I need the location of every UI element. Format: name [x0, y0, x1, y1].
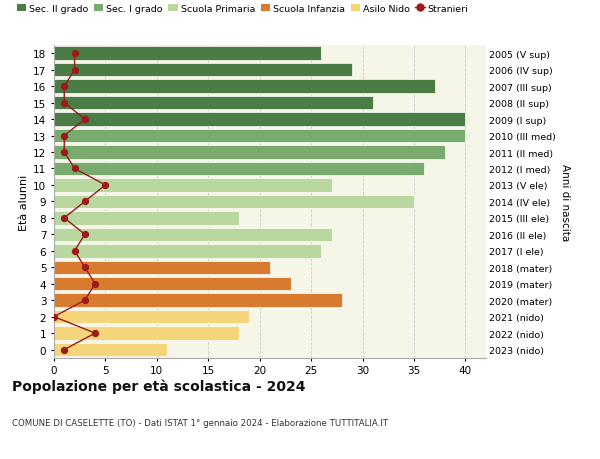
Text: Popolazione per età scolastica - 2024: Popolazione per età scolastica - 2024	[12, 379, 305, 393]
Point	[80, 116, 89, 123]
Point	[70, 50, 79, 58]
Bar	[54, 162, 424, 176]
Y-axis label: Anni di nascita: Anni di nascita	[560, 163, 569, 241]
Point	[91, 330, 100, 337]
Bar	[54, 47, 322, 61]
Point	[101, 182, 110, 189]
Point	[59, 346, 69, 353]
Bar	[54, 80, 434, 94]
Point	[59, 215, 69, 222]
Point	[80, 297, 89, 304]
Point	[80, 198, 89, 206]
Y-axis label: Età alunni: Età alunni	[19, 174, 29, 230]
Point	[59, 100, 69, 107]
Bar	[54, 146, 445, 159]
Point	[59, 133, 69, 140]
Point	[70, 247, 79, 255]
Point	[59, 83, 69, 90]
Bar	[54, 310, 250, 324]
Bar	[54, 327, 239, 340]
Bar	[54, 212, 239, 225]
Bar	[54, 343, 167, 357]
Bar	[54, 179, 332, 192]
Bar	[54, 228, 332, 241]
Point	[70, 165, 79, 173]
Point	[80, 231, 89, 239]
Point	[59, 149, 69, 157]
Point	[49, 313, 59, 321]
Bar	[54, 245, 322, 258]
Bar	[54, 294, 342, 307]
Text: COMUNE DI CASELETTE (TO) - Dati ISTAT 1° gennaio 2024 - Elaborazione TUTTITALIA.: COMUNE DI CASELETTE (TO) - Dati ISTAT 1°…	[12, 418, 388, 427]
Point	[91, 280, 100, 288]
Bar	[54, 261, 270, 274]
Bar	[54, 277, 290, 291]
Bar	[54, 97, 373, 110]
Bar	[54, 113, 466, 127]
Bar	[54, 195, 414, 209]
Point	[80, 264, 89, 271]
Bar	[54, 129, 466, 143]
Point	[70, 67, 79, 74]
Bar	[54, 64, 352, 77]
Legend: Sec. II grado, Sec. I grado, Scuola Primaria, Scuola Infanzia, Asilo Nido, Stran: Sec. II grado, Sec. I grado, Scuola Prim…	[17, 5, 469, 14]
